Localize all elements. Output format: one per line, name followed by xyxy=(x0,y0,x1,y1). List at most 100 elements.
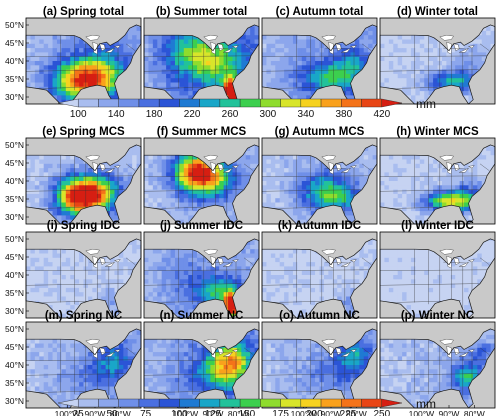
precip-cell xyxy=(441,65,447,70)
precip-cell xyxy=(26,283,31,289)
precip-cell xyxy=(419,99,425,104)
precip-cell xyxy=(61,253,67,259)
precip-cell xyxy=(446,176,452,182)
precip-cell xyxy=(346,61,351,66)
precip-cell xyxy=(123,65,129,70)
precip-cell xyxy=(65,193,71,199)
precip-cell xyxy=(428,181,434,186)
precip-cell xyxy=(52,82,58,88)
precip-cell xyxy=(332,73,338,79)
precip-cell xyxy=(464,163,469,169)
precip-cell xyxy=(301,176,307,182)
precip-cell xyxy=(79,61,84,66)
precip-cell xyxy=(363,43,369,49)
precip-cell xyxy=(110,52,115,58)
precip-cell xyxy=(232,91,238,96)
precip-cell xyxy=(459,73,465,79)
precip-cell xyxy=(219,198,225,203)
precip-cell xyxy=(148,73,154,79)
precip-cell xyxy=(144,61,149,66)
precip-cell xyxy=(105,86,111,92)
precip-cell xyxy=(127,159,133,165)
precip-cell xyxy=(118,172,124,178)
precip-cell xyxy=(297,65,303,70)
precip-cell xyxy=(346,193,351,199)
precip-cell xyxy=(368,155,373,160)
precip-cell xyxy=(284,206,289,212)
precip-cell xyxy=(144,168,149,173)
precip-cell xyxy=(468,211,474,216)
precip-cell xyxy=(188,39,194,45)
precip-cell xyxy=(419,181,425,186)
precip-cell xyxy=(170,65,176,70)
precip-cell xyxy=(110,86,115,92)
precip-cell xyxy=(166,172,171,178)
precip-cell xyxy=(270,35,276,40)
precip-cell xyxy=(101,65,107,70)
precip-cell xyxy=(232,211,238,216)
precip-cell xyxy=(87,266,93,272)
precip-cell xyxy=(490,155,495,160)
precip-cell xyxy=(477,163,483,169)
precip-cell xyxy=(61,279,67,284)
precip-cell xyxy=(34,283,40,289)
state-border xyxy=(26,269,134,271)
precip-cell xyxy=(110,300,115,306)
precip-cell xyxy=(179,69,185,75)
precip-cell xyxy=(424,95,430,101)
precip-cell xyxy=(468,172,474,178)
precip-cell xyxy=(380,181,385,186)
precip-cell xyxy=(354,48,360,53)
precip-cell xyxy=(96,65,102,70)
precip-cell xyxy=(170,48,176,53)
precip-cell xyxy=(441,181,447,186)
precip-cell xyxy=(219,189,225,195)
precip-cell xyxy=(315,181,320,186)
precip-cell xyxy=(397,202,403,208)
precip-cell xyxy=(161,78,167,83)
precip-cell xyxy=(363,35,369,40)
precip-cell xyxy=(341,56,347,62)
precip-cell xyxy=(188,91,194,96)
precip-cell xyxy=(174,56,180,62)
precip-cell xyxy=(34,249,40,254)
precip-cell xyxy=(56,163,62,169)
precip-cell xyxy=(174,215,180,221)
precip-cell xyxy=(92,181,98,186)
precip-cell xyxy=(380,198,385,203)
map-area xyxy=(143,17,260,105)
precip-cell xyxy=(350,91,356,96)
precip-cell xyxy=(270,69,276,75)
precip-cell xyxy=(288,69,294,75)
precip-cell xyxy=(455,56,461,62)
precip-cell xyxy=(279,155,285,160)
precip-cell xyxy=(397,155,403,160)
precip-cell xyxy=(56,82,62,88)
precip-cell xyxy=(279,48,285,53)
precip-cell xyxy=(87,262,93,267)
precip-cell xyxy=(70,305,76,310)
precip-cell xyxy=(292,181,298,186)
precip-cell xyxy=(236,56,242,62)
precip-cell xyxy=(74,275,80,280)
precip-cell xyxy=(26,292,31,297)
precip-cell xyxy=(288,95,294,101)
precip-cell xyxy=(441,185,447,190)
precip-cell xyxy=(148,202,154,208)
state-border xyxy=(262,175,370,177)
precip-cell xyxy=(306,189,312,195)
precip-cell xyxy=(105,181,111,186)
map-panel: (f) Summer MCS xyxy=(143,126,260,225)
precip-cell xyxy=(174,155,180,160)
precip-cell xyxy=(157,176,163,182)
precip-cell xyxy=(262,193,267,199)
precip-cell xyxy=(56,95,62,101)
precip-cell xyxy=(161,56,167,62)
precip-cell xyxy=(486,146,491,152)
precip-cell xyxy=(214,168,220,173)
precip-cell xyxy=(56,206,62,212)
precip-cell xyxy=(310,91,316,96)
precip-cell xyxy=(388,176,394,182)
precip-cell xyxy=(288,43,294,49)
precip-cell xyxy=(30,35,36,40)
